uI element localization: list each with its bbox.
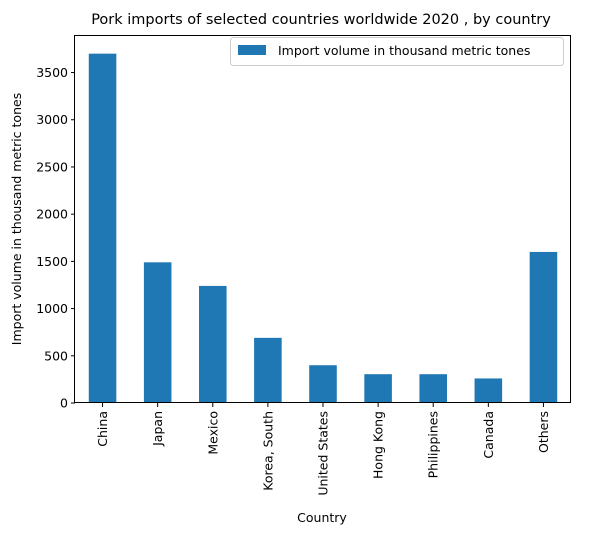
y-axis: 0 500 1000 1500 2000 2500 3000 3500 xyxy=(36,65,75,411)
x-tick-label-8: Others xyxy=(536,411,551,453)
x-tick-label-7: Canada xyxy=(481,411,496,459)
bar-6 xyxy=(419,374,447,403)
x-tick-label-2: Mexico xyxy=(205,411,220,455)
y-tick-label-0: 0 xyxy=(60,396,68,411)
bar-1 xyxy=(143,262,172,403)
y-tick-label-1: 500 xyxy=(44,348,68,363)
bar-0 xyxy=(88,53,117,403)
y-axis-label: Import volume in thousand metric tones xyxy=(9,93,24,345)
chart-title: Pork imports of selected countries world… xyxy=(91,12,551,28)
x-tick-label-0: China xyxy=(95,411,110,447)
x-tick-label-6: Philippines xyxy=(426,411,441,478)
x-tick-label-1: Japan xyxy=(150,411,165,447)
bar-7 xyxy=(474,378,503,403)
y-tick-label-2: 1000 xyxy=(36,301,68,316)
bar-8 xyxy=(529,251,558,403)
y-tick-label-5: 2500 xyxy=(36,159,68,174)
bar-2 xyxy=(199,285,227,403)
legend-box xyxy=(230,37,564,66)
x-axis: China Japan Mexico Korea, South United State… xyxy=(95,403,551,496)
y-tick-label-3: 1500 xyxy=(36,254,68,269)
bar-5 xyxy=(364,374,392,403)
x-tick-label-3: Korea, South xyxy=(260,411,275,491)
plot-frame xyxy=(74,35,571,403)
y-tick-label-7: 3500 xyxy=(36,65,68,80)
legend-label: Import volume in thousand metric tones xyxy=(278,43,530,58)
legend-swatch xyxy=(238,45,266,55)
y-tick-label-4: 2000 xyxy=(36,207,68,222)
legend: Import volume in thousand metric tones xyxy=(230,37,564,66)
bars-group xyxy=(88,53,558,403)
x-tick-label-5: Hong Kong xyxy=(371,411,386,479)
y-tick-label-6: 3000 xyxy=(36,112,68,127)
bar-4 xyxy=(309,365,337,403)
bar-3 xyxy=(254,337,282,403)
x-tick-label-4: United States xyxy=(316,411,331,496)
x-axis-label: Country xyxy=(297,510,347,525)
